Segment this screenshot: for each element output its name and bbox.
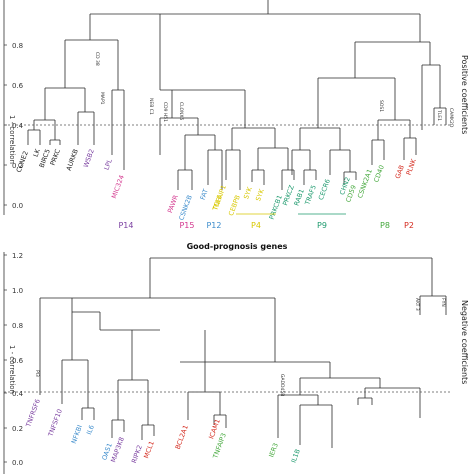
top-panel: 0.8 0.6 0.4 0.2 0.0 1 - correlation <box>3 0 469 230</box>
group-label: P4 <box>251 221 261 230</box>
top-y-tick: 0.0 <box>12 202 23 210</box>
top-leaf-label: WSB2 <box>82 148 96 169</box>
top-dendrogram <box>27 0 447 190</box>
node-label: CLONX5 <box>178 102 184 120</box>
top-leaf-label: AURKB <box>65 148 80 172</box>
bottom-leaf-label: IER3 <box>267 442 280 459</box>
bottom-y-tick: 0.0 <box>12 459 23 467</box>
bottom-y-tick: 1.0 <box>12 287 23 295</box>
bottom-y-tick: 0.4 <box>12 390 24 398</box>
group-label: P8 <box>380 221 390 230</box>
bottom-leaf-label: MCL1 <box>142 440 156 460</box>
bottom-y-tick: 0.8 <box>12 322 23 330</box>
top-leaf-label: FAT <box>199 188 210 201</box>
bottom-title: Good-prognosis genes <box>187 242 288 251</box>
node-label: AKT 3 <box>414 298 420 311</box>
top-leaf-label: TNFAIP1 <box>211 184 228 212</box>
bottom-leaf-label: NFKBI <box>70 424 84 445</box>
bottom-leaf-label: TNFRSF6 <box>24 398 42 429</box>
bottom-dendrogram <box>39 257 447 448</box>
bottom-side-label: Negative coefficients <box>460 300 469 384</box>
top-leaf-label: MIC324 <box>110 174 126 200</box>
node-label: CD9 H51 <box>162 102 168 122</box>
bottom-leaf-label: IL6 <box>85 424 96 436</box>
top-y-axis-label: 1 - correlation <box>8 115 16 164</box>
top-y-tick: 0.2 <box>12 162 23 170</box>
group-label: P2 <box>404 221 414 230</box>
top-leaf-label: SYK <box>242 185 254 200</box>
bottom-leaf-label: BCL2A1 <box>174 424 190 450</box>
bottom-leaf-label: RIPK2 <box>130 444 144 464</box>
node-label: TLE1 <box>436 109 442 121</box>
top-leaf-label: CEBPB <box>227 194 242 217</box>
node-label: PI3 <box>34 370 40 377</box>
top-leaf-label: TRAF5 <box>303 184 318 207</box>
top-y-tick: 0.8 <box>12 42 23 50</box>
top-leaf-label: PRKCB1 <box>268 194 284 221</box>
top-leaf-label: CD40 <box>372 164 386 183</box>
top-leaf-label: PAWR <box>166 194 180 215</box>
top-leaf-label: LPL <box>103 158 114 172</box>
group-label: P14 <box>118 221 133 230</box>
node-label: CAMK2D <box>448 108 454 128</box>
top-leaf-label: CECR6 <box>317 178 332 201</box>
top-node-labels: CD 38 MAP1 NEB C1 CD9 H51 CLONX5 SOS1 TL… <box>94 52 454 128</box>
top-leaf-label: CSNK2A1 <box>356 168 374 199</box>
bottom-leaf-label: IL1B <box>290 448 302 464</box>
node-label: NEB C1 <box>148 98 154 115</box>
top-y-ticks: 0.8 0.6 0.4 0.2 0.0 <box>4 42 24 210</box>
bottom-y-tick: 0.6 <box>12 357 24 365</box>
top-y-tick: 0.6 <box>12 82 24 90</box>
node-label: MAP1 <box>99 92 105 105</box>
top-leaf-label: CSNK2B <box>177 194 194 222</box>
node-label: FYN <box>440 298 446 307</box>
top-leaf-label: GAB <box>394 164 406 180</box>
bottom-panel: Good-prognosis genes 1.2 1.0 0.8 0.6 0.4… <box>3 242 469 474</box>
top-y-tick: 0.4 <box>12 122 24 130</box>
bottom-leaf-label: TNFSF10 <box>46 408 64 439</box>
bottom-node-labels: PI3 GADD45B AKT 3 FYN <box>34 298 446 396</box>
node-label: CD 38 <box>94 52 100 66</box>
top-side-label: Positive coefficients <box>460 55 469 134</box>
top-leaf-label: LK <box>32 147 42 158</box>
bottom-y-ticks: 1.2 1.0 0.8 0.6 0.4 0.2 0.0 <box>4 252 24 467</box>
group-label: P12 <box>206 221 221 230</box>
bottom-y-axis-label: 1 - correlation <box>8 345 16 394</box>
group-label: P15 <box>179 221 194 230</box>
top-leaf-label: PLNK <box>405 157 418 176</box>
top-leaf-label: CCNE2 <box>15 150 30 174</box>
node-label: SOS1 <box>378 100 384 112</box>
top-leaf-label: SYK <box>254 187 266 202</box>
bottom-y-tick: 0.2 <box>12 425 23 433</box>
node-label: GADD45B <box>279 374 285 396</box>
group-label: P9 <box>317 221 327 230</box>
top-group-labels: P14 P15 P12 P4 P9 P8 P2 <box>118 213 414 230</box>
bottom-y-tick: 1.2 <box>12 252 23 260</box>
